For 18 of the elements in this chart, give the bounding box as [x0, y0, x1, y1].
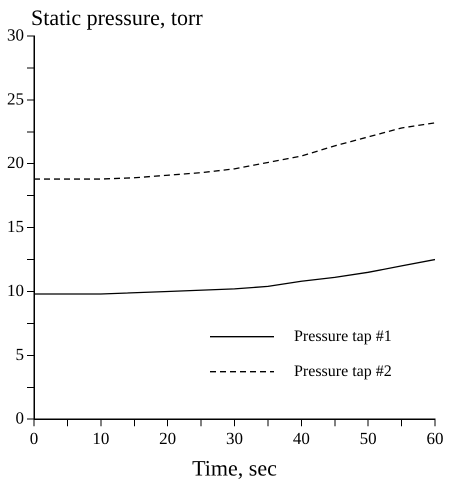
legend-label: Pressure tap #2 — [294, 362, 392, 380]
y-tick-label: 20 — [7, 153, 24, 172]
y-tick-label: 5 — [16, 344, 24, 364]
x-tick-label: 0 — [30, 428, 38, 448]
x-tick-label: 40 — [292, 428, 310, 448]
x-tick-label: 60 — [426, 428, 444, 448]
y-tick-label: 25 — [7, 89, 24, 108]
x-axis-title: Time, sec — [192, 456, 278, 481]
y-tick-label: 15 — [7, 217, 24, 236]
x-tick-label: 20 — [159, 428, 176, 448]
legend-label: Pressure tap #1 — [294, 328, 392, 345]
y-axis-title: Static pressure, torr — [31, 4, 204, 30]
x-tick-label: 50 — [360, 428, 377, 448]
y-tick-label: 30 — [7, 25, 24, 44]
x-tick-label: 10 — [92, 428, 110, 448]
x-tick-label: 30 — [226, 428, 243, 448]
y-tick-label: 0 — [16, 408, 24, 428]
y-tick-label: 10 — [7, 280, 24, 300]
